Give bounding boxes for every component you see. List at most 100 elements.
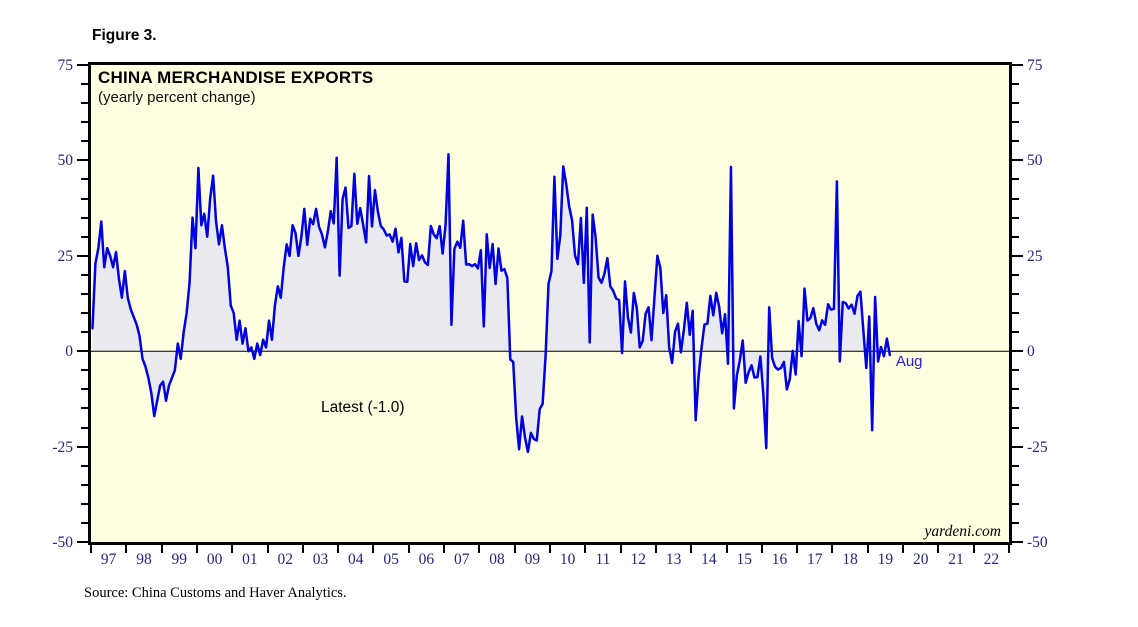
x-axis-label: 09 [524,551,541,568]
x-axis-label: 17 [807,551,823,568]
chart-subtitle: (yearly percent change) [98,89,256,106]
x-axis-tick [372,545,375,553]
x-axis-tick [443,545,446,553]
y-axis-tick-right [1012,388,1019,391]
x-axis-label: 99 [171,551,188,568]
y-axis-tick-left [81,521,88,524]
y-axis-tick-left [77,541,88,543]
y-axis-label-left: -25 [52,438,73,456]
x-axis-label: 19 [877,551,894,568]
x-axis-tick [513,545,516,553]
y-axis-tick-left [77,64,88,66]
x-axis-tick [937,545,940,553]
series-line [91,153,892,454]
x-axis-label: 16 [771,551,788,568]
y-axis-tick-right [1012,407,1019,410]
y-axis-tick-right [1012,292,1019,295]
y-axis-label-left: -50 [52,534,73,551]
source-note: Source: China Customs and Haver Analytic… [84,585,347,601]
x-axis-label: 20 [912,551,929,568]
x-axis-tick [831,545,834,553]
y-axis-tick-left [77,445,88,448]
y-axis-tick-right [1012,83,1019,86]
y-axis-tick-right [1012,102,1019,105]
y-axis-tick-right [1012,216,1019,219]
x-axis-tick [549,545,551,553]
x-axis-label: 00 [206,551,223,568]
y-axis-tick-right [1012,483,1019,486]
x-axis-tick [478,545,481,553]
y-axis-tick-left [81,216,88,219]
y-axis-tick-left [81,102,88,105]
x-axis-label: 15 [736,551,752,568]
y-axis-tick-left [81,292,88,295]
x-axis-tick [584,545,587,553]
x-axis-tick [619,545,622,553]
y-axis-label-left: 50 [57,152,74,170]
y-axis-label-right: 75 [1027,57,1043,74]
y-axis-tick-right [1012,312,1019,315]
x-axis-label: 08 [489,551,505,568]
x-axis-tick [195,545,198,553]
y-axis-label-right: 50 [1027,152,1043,170]
y-axis-label-right: -25 [1027,438,1048,456]
x-axis-label: 10 [559,551,576,568]
y-axis-tick-right [1012,464,1019,467]
x-axis-label: 12 [630,551,647,568]
x-axis-tick [301,545,304,553]
y-axis-tick-right [1012,502,1019,505]
x-axis-label: 14 [701,551,717,568]
y-axis-tick-right [1012,521,1019,524]
x-axis-tick [690,545,693,553]
x-axis-tick [407,545,410,553]
x-axis-label: 07 [453,551,470,568]
y-axis-label-left: 75 [57,57,74,74]
y-axis-tick-left [81,273,88,276]
x-axis-label: 11 [595,551,611,568]
y-axis-tick-right [1012,197,1019,200]
last-point-label: Aug [895,353,923,371]
y-axis-label-right: -50 [1027,534,1048,551]
x-axis-tick [902,545,905,553]
x-axis-label: 13 [665,551,682,568]
watermark: yardeni.com [924,523,1001,540]
y-axis-tick-left [81,502,88,505]
x-axis-label: 97 [100,551,117,568]
y-axis-tick-right [1012,445,1023,448]
x-axis-tick [266,545,269,553]
x-axis-label: 98 [136,551,152,568]
x-axis-tick [796,545,799,553]
y-axis-tick-left [81,369,88,372]
x-axis-tick [1008,545,1010,553]
y-axis-tick-right [1012,140,1019,143]
x-axis-label: 06 [418,551,435,568]
x-axis-label: 18 [842,551,858,568]
y-axis-tick-left [81,388,88,391]
y-axis-tick-left [81,83,88,86]
y-axis-tick-right [1012,350,1023,353]
y-axis-tick-left [81,121,88,124]
x-axis-tick [337,545,340,553]
y-axis-tick-left [81,483,88,486]
x-axis-tick [760,545,763,553]
plot-area: CHINA MERCHANDISE EXPORTS (yearly percen… [88,62,1012,545]
y-axis-label-left: 25 [57,247,74,265]
x-axis-label: 21 [948,551,964,568]
y-axis-tick-left [81,407,88,410]
y-axis-tick-right [1012,273,1019,276]
y-axis-tick-left [81,178,88,181]
y-axis-tick-left [81,426,88,429]
y-axis-tick-right [1012,64,1023,66]
x-axis-label: 04 [348,551,364,568]
y-axis-tick-left [77,350,88,353]
x-axis-tick [160,545,163,553]
y-axis-tick-left [81,197,88,200]
y-axis-tick-right [1012,369,1019,372]
y-axis-tick-left [77,254,88,257]
y-axis-tick-left [81,140,88,143]
y-axis-tick-right [1012,541,1023,543]
y-axis-label-right: 25 [1027,247,1043,265]
y-axis-label-right: 0 [1027,343,1035,361]
series-area-fill [92,154,890,452]
x-axis-tick [654,545,657,553]
